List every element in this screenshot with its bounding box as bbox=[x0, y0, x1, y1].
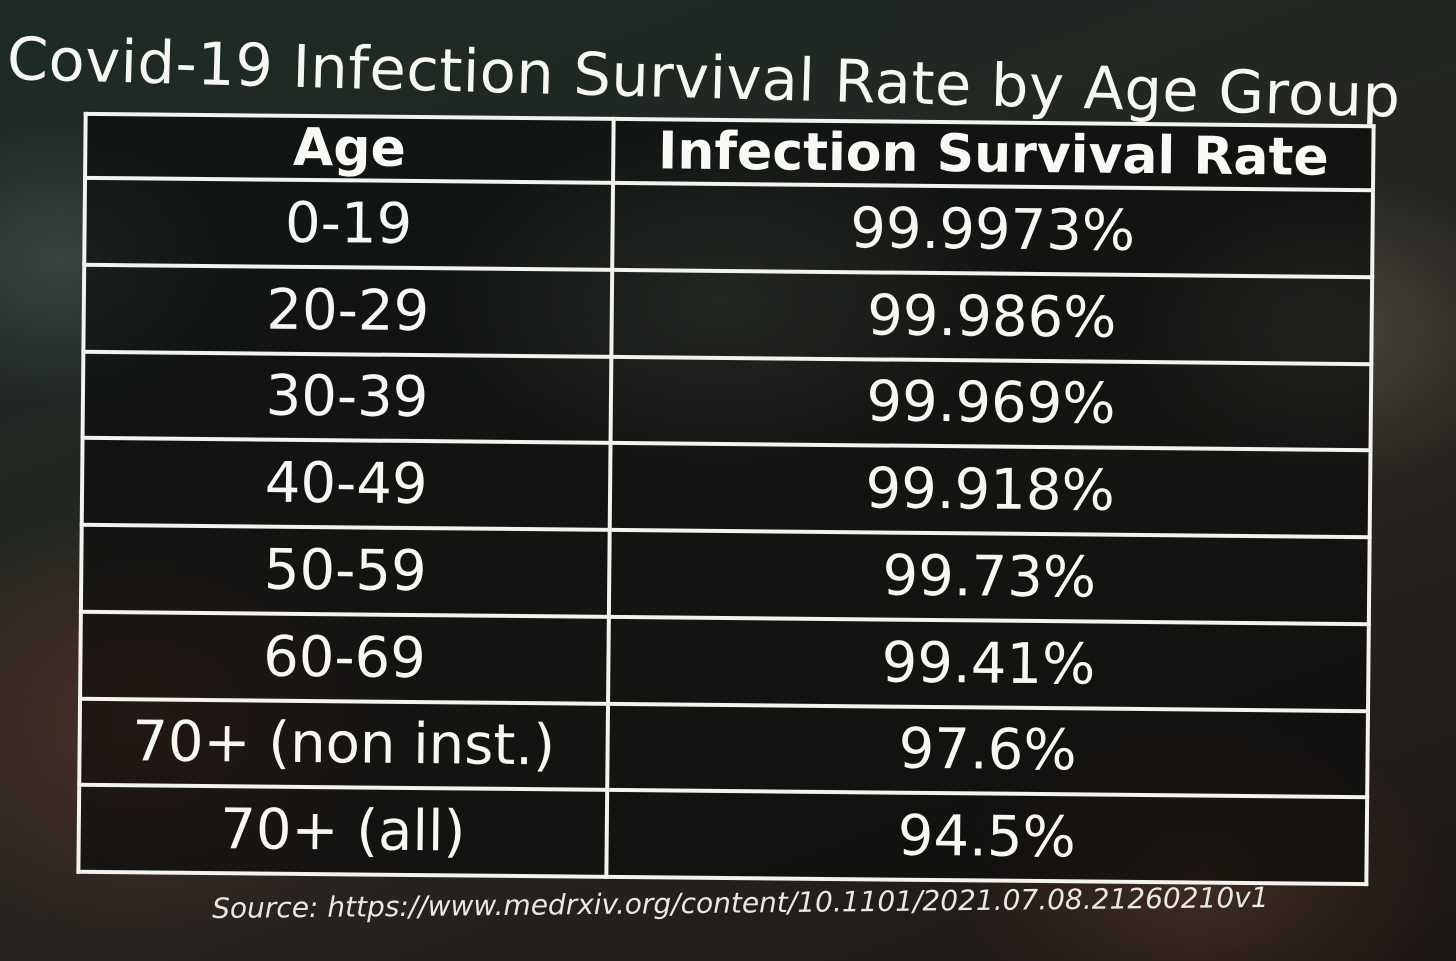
header-survival-rate: Infection Survival Rate bbox=[613, 118, 1374, 191]
rate-cell: 99.918% bbox=[609, 443, 1371, 538]
table-row: 60-69 99.41% bbox=[80, 611, 1369, 711]
table-row: 70+ (all) 94.5% bbox=[78, 785, 1368, 885]
rate-cell: 94.5% bbox=[606, 790, 1368, 885]
rate-cell: 97.6% bbox=[607, 703, 1368, 798]
source-citation: Source: https://www.medrxiv.org/content/… bbox=[212, 880, 1269, 925]
table-row: 50-59 99.73% bbox=[80, 524, 1370, 624]
rate-cell: 99.986% bbox=[611, 269, 1373, 364]
rate-cell: 99.73% bbox=[608, 529, 1370, 624]
table-row: 70+ (non inst.) 97.6% bbox=[79, 698, 1368, 798]
header-age: Age bbox=[85, 113, 614, 183]
age-cell: 30-39 bbox=[82, 351, 612, 444]
age-cell: 40-49 bbox=[81, 438, 611, 530]
rate-cell: 99.969% bbox=[610, 356, 1372, 451]
age-cell: 60-69 bbox=[80, 611, 609, 704]
data-table: Age Infection Survival Rate 0-19 99.9973… bbox=[76, 111, 1376, 887]
table-row: 20-29 99.986% bbox=[83, 264, 1373, 364]
age-cell: 70+ (non inst.) bbox=[79, 698, 609, 791]
age-cell: 70+ (all) bbox=[78, 785, 608, 877]
table-row: 0-19 99.9973% bbox=[84, 177, 1373, 277]
table-row: 40-49 99.918% bbox=[81, 438, 1371, 538]
table-row: 30-39 99.969% bbox=[82, 351, 1372, 451]
age-cell: 20-29 bbox=[83, 264, 613, 357]
age-cell: 50-59 bbox=[80, 524, 610, 617]
rate-cell: 99.9973% bbox=[612, 182, 1373, 277]
rate-cell: 99.41% bbox=[608, 616, 1369, 711]
age-cell: 0-19 bbox=[84, 177, 614, 270]
survival-rate-table: Age Infection Survival Rate 0-19 99.9973… bbox=[76, 111, 1376, 887]
